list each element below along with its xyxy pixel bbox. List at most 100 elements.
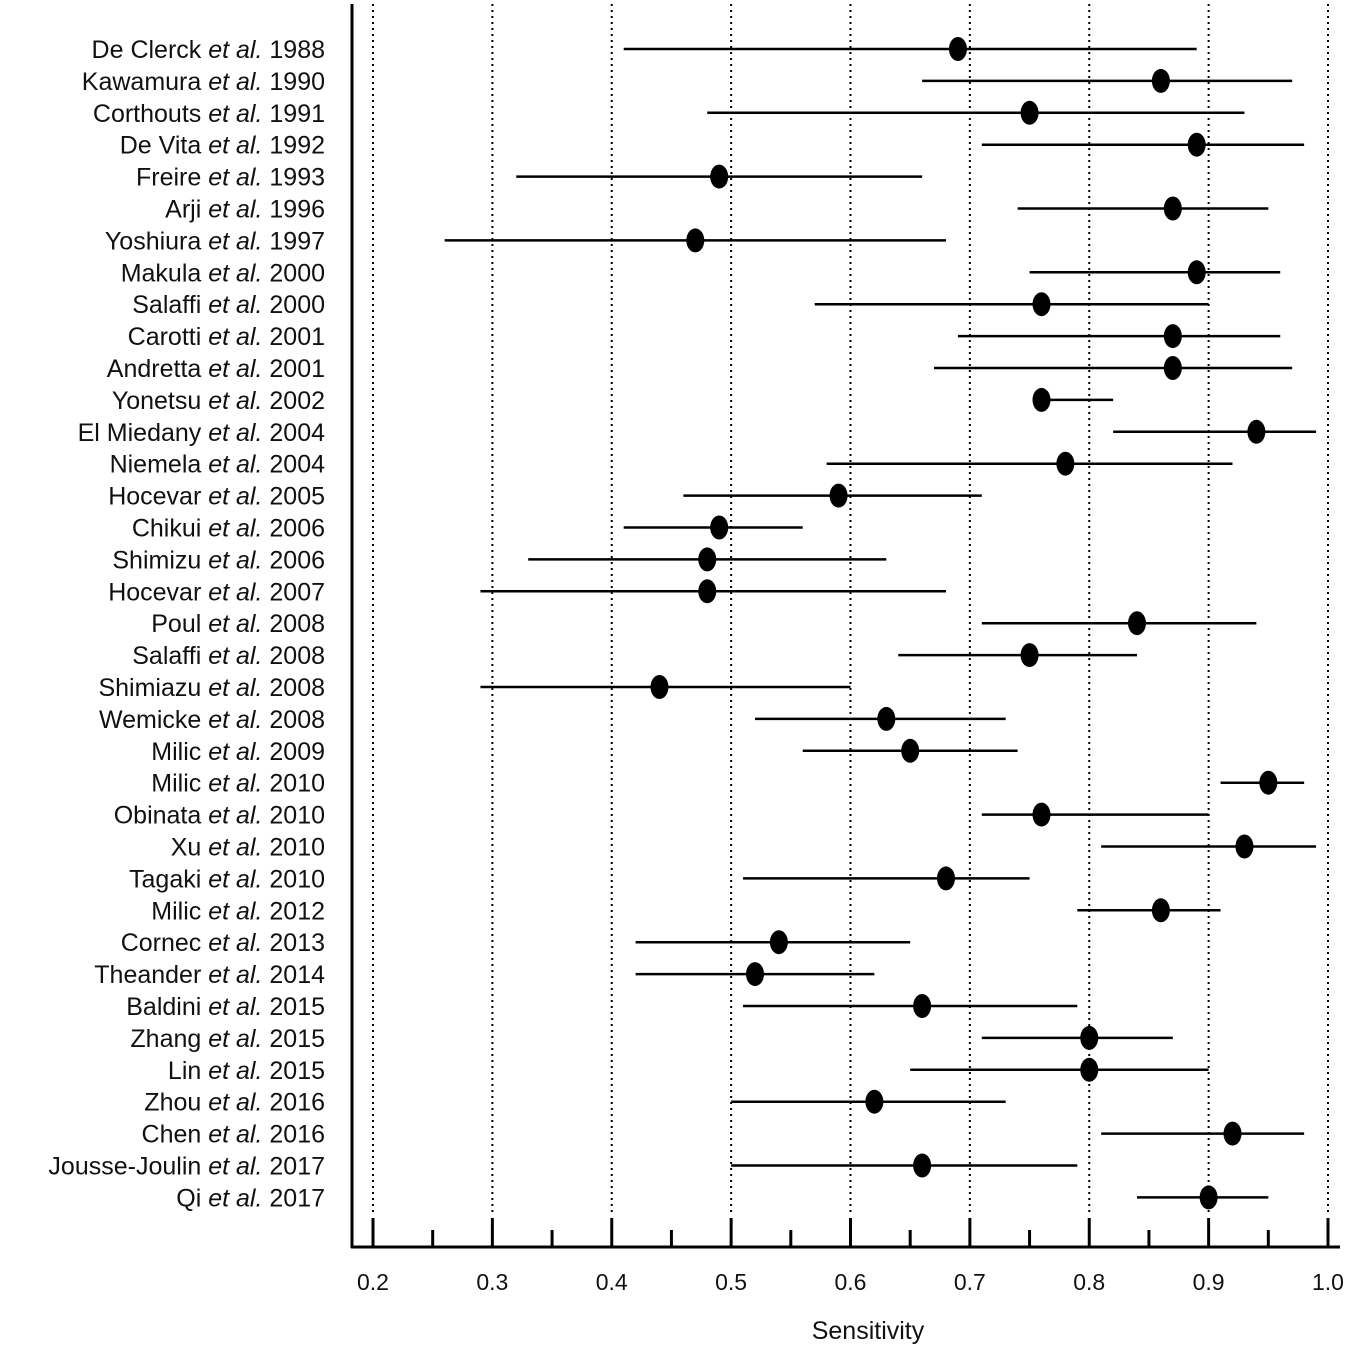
study-label: Cornec et al. 2013	[121, 929, 325, 957]
study-etal: et al.	[208, 1089, 262, 1117]
study-etal: et al.	[208, 291, 262, 319]
study-label: Chen et al. 2016	[142, 1121, 325, 1149]
study-year: 2010	[262, 802, 325, 830]
point-estimate	[901, 738, 920, 763]
study-label: Niemela et al. 2004	[110, 451, 326, 479]
point-estimate	[710, 515, 729, 540]
study-author: Zhang	[130, 1025, 208, 1053]
study-author: Freire	[136, 164, 208, 192]
study-etal: et al.	[208, 387, 262, 415]
study-year: 1990	[262, 68, 325, 96]
study-etal: et al.	[208, 834, 262, 862]
study-label: Arji et al. 1996	[165, 196, 325, 224]
study-author: Tagaki	[129, 865, 208, 893]
study-etal: et al.	[208, 355, 262, 383]
study-author: Poul	[151, 610, 208, 638]
study-author: Theander	[94, 961, 208, 989]
study-year: 2006	[262, 515, 325, 543]
study-author: Xu	[171, 834, 209, 862]
tick-label: 0.8	[1073, 1269, 1105, 1295]
study-author: Baldini	[126, 993, 208, 1021]
study-year: 2015	[262, 993, 325, 1021]
point-estimate	[710, 164, 729, 189]
x-axis-tick-labels: 0.2 0.3 0.4 0.5 0.6 0.7 0.8 0.9 1.0	[357, 1269, 1344, 1295]
point-estimate	[746, 962, 764, 987]
study-year: 2010	[262, 834, 325, 862]
study-year: 2013	[262, 929, 325, 957]
study-label: Shimizu et al. 2006	[112, 546, 325, 574]
study-label: Milic et al. 2012	[151, 897, 325, 925]
study-etal: et al.	[208, 68, 262, 96]
study-etal: et al.	[208, 802, 262, 830]
study-label: Andretta et al. 2001	[107, 355, 325, 383]
point-estimate	[698, 547, 717, 572]
study-label: Milic et al. 2010	[151, 770, 325, 798]
study-author: Cornec	[121, 929, 209, 957]
axes	[350, 4, 1340, 1249]
study-year: 2004	[262, 419, 325, 447]
study-author: Qi	[176, 1184, 208, 1212]
point-estimate	[1199, 1185, 1218, 1210]
study-author: Wemicke	[99, 706, 208, 734]
study-etal: et al.	[208, 227, 262, 255]
study-etal: et al.	[208, 706, 262, 734]
study-author: Yoshiura	[105, 227, 208, 255]
point-estimate	[1032, 802, 1051, 827]
study-year: 2017	[262, 1184, 325, 1212]
study-author: Arji	[165, 196, 208, 224]
study-label: Yoshiura et al. 1997	[105, 227, 325, 255]
study-etal: et al.	[208, 483, 262, 511]
study-label: Salaffi et al. 2008	[132, 642, 325, 670]
study-etal: et al.	[208, 546, 262, 574]
tick-label: 0.7	[954, 1269, 986, 1295]
study-author: El Miedany	[78, 419, 209, 447]
study-year: 1997	[262, 227, 325, 255]
study-label: Wemicke et al. 2008	[99, 706, 325, 734]
study-label: Theander et al. 2014	[94, 961, 325, 989]
point-estimate	[1020, 100, 1039, 125]
study-author: Zhou	[144, 1089, 208, 1117]
study-etal: et al.	[208, 164, 262, 192]
point-estimate	[877, 706, 896, 731]
point-estimate	[1020, 643, 1039, 668]
study-author: Niemela	[110, 451, 209, 479]
study-year: 2015	[262, 1025, 325, 1053]
study-etal: et al.	[208, 610, 262, 638]
study-label: Zhou et al. 2016	[144, 1089, 325, 1117]
study-etal: et al.	[208, 515, 262, 543]
study-label: Qi et al. 2017	[176, 1184, 325, 1212]
study-etal: et al.	[208, 929, 262, 957]
point-estimate	[1247, 419, 1266, 444]
study-etal: et al.	[208, 1153, 262, 1181]
confidence-intervals	[444, 47, 1317, 1199]
study-label: Zhang et al. 2015	[130, 1025, 325, 1053]
study-etal: et al.	[208, 1184, 262, 1212]
study-author: Corthouts	[93, 100, 208, 128]
point-estimate	[1151, 68, 1170, 93]
study-year: 2000	[262, 291, 325, 319]
study-label: Chikui et al. 2006	[132, 515, 325, 543]
study-etal: et al.	[208, 770, 262, 798]
study-etal: et al.	[208, 993, 262, 1021]
study-year: 2008	[262, 706, 325, 734]
study-year: 2012	[262, 897, 325, 925]
study-label: Kawamura et al. 1990	[82, 68, 325, 96]
study-year: 1993	[262, 164, 325, 192]
point-estimate	[1259, 770, 1278, 795]
study-author: Makula	[121, 259, 209, 287]
point-estimate	[1187, 260, 1206, 285]
study-author: Shimizu	[112, 546, 208, 574]
study-label: Xu et al. 2010	[171, 834, 325, 862]
study-year: 2016	[262, 1089, 325, 1117]
study-label: Shimiazu et al. 2008	[98, 674, 325, 702]
gridlines	[372, 4, 1329, 1214]
study-etal: et al.	[208, 419, 262, 447]
study-year: 2004	[262, 451, 325, 479]
study-author: De Vita	[120, 132, 208, 160]
tick-label: 0.9	[1193, 1269, 1225, 1295]
study-year: 2008	[262, 674, 325, 702]
study-year: 2016	[262, 1121, 325, 1149]
study-year: 2014	[262, 961, 325, 989]
study-etal: et al.	[208, 1057, 262, 1085]
